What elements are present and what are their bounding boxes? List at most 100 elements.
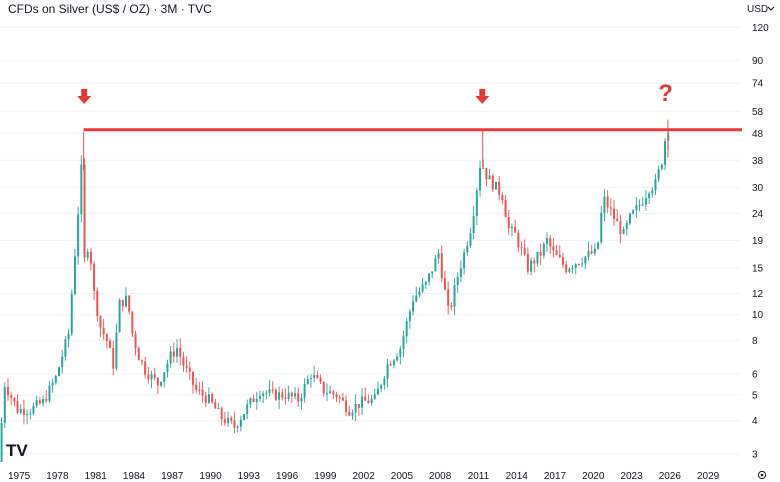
candle-body (217, 408, 220, 410)
candle-body (268, 389, 271, 393)
candle-body (399, 349, 402, 357)
candle-body (555, 250, 558, 255)
candle-body (115, 332, 118, 369)
candle-body (67, 333, 70, 340)
candle-body (447, 289, 450, 306)
y-tick-label: 10 (752, 310, 764, 321)
candle-body (112, 348, 115, 369)
currency-selector[interactable]: USD (747, 4, 775, 15)
candle-body (163, 372, 166, 382)
candle-body (182, 356, 185, 366)
candle-body (80, 164, 83, 215)
candle-body (514, 226, 517, 233)
candle-body (625, 223, 628, 230)
candle-body (421, 284, 424, 292)
x-tick-label: 2023 (620, 471, 643, 482)
down-arrow-icon (475, 89, 490, 104)
x-tick-label: 1984 (123, 471, 146, 482)
candle-body (616, 218, 619, 222)
y-tick-label: 12 (752, 289, 764, 300)
candle-body (249, 398, 252, 405)
candle-body (345, 400, 348, 412)
candle-body (313, 375, 316, 379)
currency-label[interactable]: USD (747, 4, 768, 15)
candle-body (638, 204, 641, 206)
candle-body (443, 278, 446, 290)
gear-icon[interactable] (757, 470, 767, 480)
candle-body (284, 397, 287, 399)
candle-body (335, 394, 338, 398)
chart-title: CFDs on Silver (US$ / OZ) · 3M · TVC (8, 2, 212, 16)
candle-body (338, 397, 341, 399)
candle-body (83, 164, 86, 258)
candle-body (660, 164, 663, 170)
candle-body (389, 364, 392, 366)
candle-body (517, 232, 520, 248)
candle-body (412, 301, 415, 312)
candle-body (195, 384, 198, 390)
candle-body (306, 379, 309, 384)
candle-body (300, 397, 303, 402)
candle-body (510, 226, 513, 229)
candle-body (214, 402, 217, 409)
candle-body (466, 245, 469, 253)
x-tick-label: 2029 (697, 471, 720, 482)
candle-body (131, 311, 134, 334)
candle-body (635, 205, 638, 211)
candle-body (70, 294, 73, 334)
candle-body (587, 251, 590, 257)
candle-body (185, 365, 188, 368)
candle-body (380, 385, 383, 389)
candle-body (507, 217, 510, 229)
candle-body (125, 295, 127, 307)
candle-body (593, 248, 596, 254)
candle-body (450, 305, 453, 307)
candle-body (48, 385, 51, 401)
chevron-down-icon[interactable] (767, 6, 775, 11)
candle-body (51, 382, 54, 386)
x-tick-label: 2026 (659, 471, 682, 482)
candle-body (319, 377, 322, 382)
candle-body (310, 378, 312, 380)
x-tick-label: 1999 (314, 471, 337, 482)
candle-body (6, 386, 9, 396)
candle-body (58, 367, 60, 376)
candle-body (463, 252, 466, 269)
y-tick-label: 8 (752, 336, 758, 347)
candle-body (105, 334, 108, 341)
candle-body (565, 264, 568, 272)
candle-body (303, 383, 306, 398)
candle-body (246, 404, 249, 414)
candle-body (198, 389, 201, 391)
candle-body (153, 374, 156, 378)
candle-body (227, 417, 230, 424)
candle-body (45, 398, 48, 401)
candle-body (166, 363, 169, 373)
candle-body (118, 299, 121, 333)
markers-group (77, 89, 490, 104)
x-tick-label: 2005 (391, 471, 414, 482)
candle-body (644, 198, 647, 205)
candle-body (144, 361, 147, 375)
candle-body (287, 392, 290, 399)
candle-body (428, 273, 430, 282)
candle-body (574, 264, 577, 269)
candle-body (96, 290, 99, 317)
candle-body (654, 179, 657, 191)
candle-body (316, 375, 319, 378)
candle-body (325, 393, 328, 395)
candle-body (128, 295, 131, 312)
candle-body (172, 351, 175, 357)
candle-body (664, 140, 667, 165)
candle-body (61, 356, 64, 368)
candle-body (329, 391, 332, 394)
y-tick-label: 30 (752, 183, 764, 194)
candle-body (491, 175, 494, 190)
candle-body (169, 351, 172, 364)
candle-body (552, 246, 555, 251)
candle-body (3, 386, 6, 424)
candle-body (501, 194, 504, 201)
candle-body (606, 196, 609, 208)
x-tick-label: 1975 (8, 471, 31, 482)
